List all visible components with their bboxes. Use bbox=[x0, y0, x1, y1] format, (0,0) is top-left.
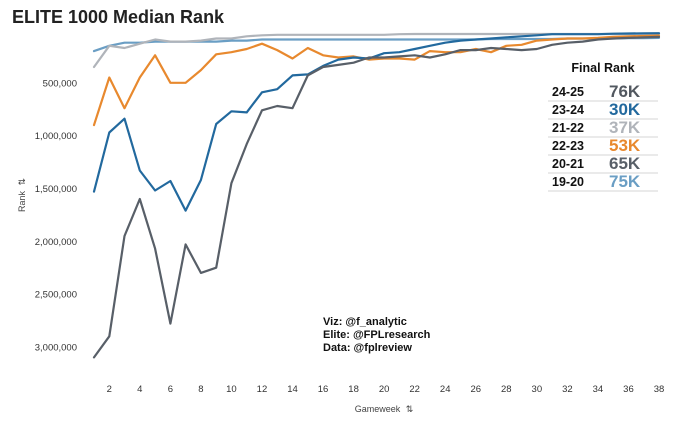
y-tick-label: 2,500,000 bbox=[35, 290, 77, 301]
legend-entry-24-25[interactable]: 24-25 76K bbox=[548, 82, 658, 102]
x-tick-label: 30 bbox=[532, 384, 543, 395]
x-tick-label: 36 bbox=[623, 384, 634, 395]
x-tick-label: 20 bbox=[379, 384, 390, 395]
y-axis-label-text: Rank bbox=[17, 191, 27, 213]
x-tick-label: 16 bbox=[318, 384, 329, 395]
series-line-23-24[interactable] bbox=[92, 32, 661, 212]
legend-season: 19-20 bbox=[552, 175, 584, 189]
credits: Viz: @f_analytic Elite: @FPLresearch Dat… bbox=[323, 316, 431, 354]
legend-season: 24-25 bbox=[552, 85, 584, 99]
x-tick-label: 14 bbox=[287, 384, 298, 395]
legend-entry-23-24[interactable]: 23-24 30K bbox=[548, 100, 658, 120]
x-tick-label: 28 bbox=[501, 384, 512, 395]
x-tick-label: 22 bbox=[409, 384, 420, 395]
y-axis-title[interactable]: Rank ⇅ bbox=[17, 178, 27, 213]
sort-icon[interactable]: ⇅ bbox=[406, 404, 414, 414]
series-lines bbox=[92, 32, 661, 359]
legend-value: 53K bbox=[609, 136, 641, 155]
y-axis: 500,000 1,000,000 1,500,000 2,000,000 2,500,… bbox=[35, 78, 77, 353]
chart-title: ELITE 1000 Median Rank bbox=[12, 7, 225, 27]
legend-value: 76K bbox=[609, 82, 641, 101]
legend-value: 65K bbox=[609, 154, 641, 173]
series-line-20-21[interactable] bbox=[92, 35, 661, 359]
legend-rows: 24-25 76K 23-24 30K 21-22 37K 22-23 53K 20-21 65K… bbox=[548, 82, 658, 192]
y-tick-label: 3,000,000 bbox=[35, 342, 77, 353]
y-tick-label: 500,000 bbox=[43, 78, 77, 89]
x-tick-label: 34 bbox=[593, 384, 604, 395]
x-tick-label: 32 bbox=[562, 384, 573, 395]
x-axis-label-text: Gameweek bbox=[355, 404, 401, 414]
series-line-19-20[interactable] bbox=[92, 36, 661, 53]
legend-season: 21-22 bbox=[552, 121, 584, 135]
legend-value: 75K bbox=[609, 172, 641, 191]
y-axis-label: Rank ⇅ bbox=[17, 178, 27, 213]
x-tick-label: 26 bbox=[470, 384, 481, 395]
credit-viz: Viz: @f_analytic bbox=[323, 316, 407, 328]
sort-icon[interactable]: ⇅ bbox=[17, 178, 27, 186]
legend-season: 22-23 bbox=[552, 139, 584, 153]
legend-season: 20-21 bbox=[552, 157, 584, 171]
legend-title: Final Rank bbox=[571, 61, 634, 75]
legend-season: 23-24 bbox=[552, 103, 584, 117]
x-axis-label[interactable]: Gameweek ⇅ bbox=[355, 404, 414, 414]
legend-entry-20-21[interactable]: 20-21 65K bbox=[548, 154, 658, 174]
legend-entry-21-22[interactable]: 21-22 37K bbox=[548, 118, 658, 138]
y-tick-label: 1,000,000 bbox=[35, 131, 77, 142]
x-tick-label: 6 bbox=[168, 384, 173, 395]
legend-value: 30K bbox=[609, 100, 641, 119]
series-line-22-23[interactable] bbox=[92, 34, 661, 127]
x-tick-label: 18 bbox=[348, 384, 359, 395]
x-axis: 2 4 6 8 10 12 14 16 18 20 22 24 26 28 30 32 34 36 38 bbox=[107, 384, 665, 395]
legend-entry-19-20[interactable]: 19-20 75K bbox=[548, 172, 658, 192]
y-tick-label: 1,500,000 bbox=[35, 184, 77, 195]
credit-data: Data: @fplreview bbox=[323, 342, 412, 354]
y-tick-label: 2,000,000 bbox=[35, 237, 77, 248]
x-tick-label: 10 bbox=[226, 384, 237, 395]
credit-elite: Elite: @FPLresearch bbox=[323, 329, 431, 341]
x-tick-label: 38 bbox=[654, 384, 665, 395]
x-tick-label: 2 bbox=[107, 384, 112, 395]
x-tick-label: 8 bbox=[198, 384, 203, 395]
x-tick-label: 4 bbox=[137, 384, 142, 395]
x-tick-label: 12 bbox=[257, 384, 268, 395]
legend-entry-22-23[interactable]: 22-23 53K bbox=[548, 136, 658, 156]
x-tick-label: 24 bbox=[440, 384, 451, 395]
legend-value: 37K bbox=[609, 118, 641, 137]
